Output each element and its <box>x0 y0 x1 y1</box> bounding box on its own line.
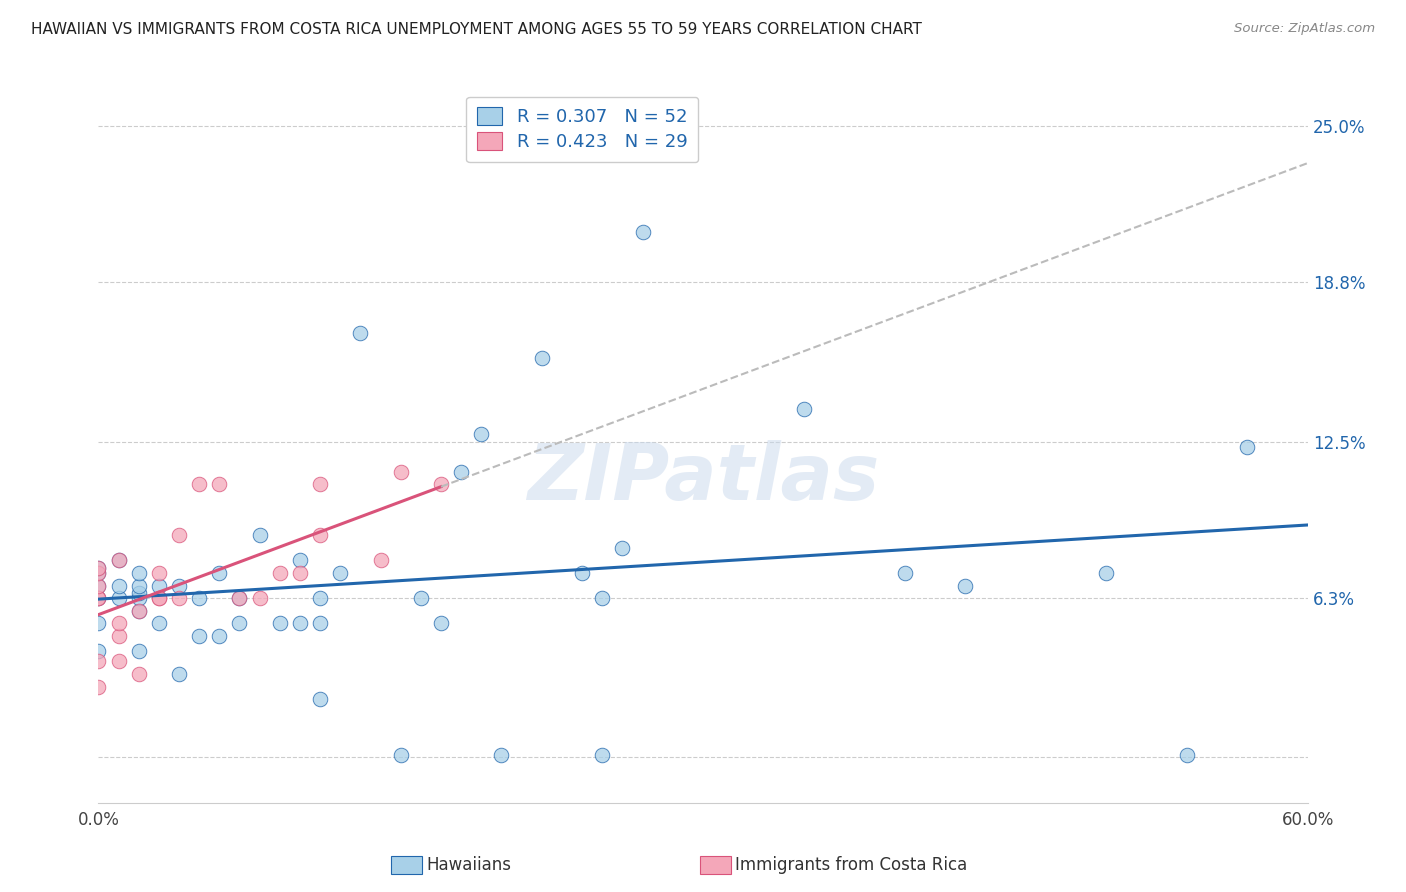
Point <box>128 586 150 600</box>
Point <box>249 528 271 542</box>
Point <box>148 616 170 631</box>
Point <box>208 477 231 491</box>
Point <box>470 427 492 442</box>
Point <box>148 566 170 580</box>
Point <box>430 616 453 631</box>
Point <box>87 566 110 580</box>
Point <box>87 578 110 592</box>
Point <box>228 591 250 606</box>
Point <box>128 578 150 592</box>
Legend: R = 0.307   N = 52, R = 0.423   N = 29: R = 0.307 N = 52, R = 0.423 N = 29 <box>465 96 699 162</box>
Point <box>87 616 110 631</box>
Point <box>1175 747 1198 762</box>
Point <box>188 477 211 491</box>
Point <box>87 561 110 575</box>
Point <box>167 667 190 681</box>
Point <box>228 616 250 631</box>
Point <box>309 616 332 631</box>
Point <box>591 591 613 606</box>
Point <box>349 326 371 340</box>
Point <box>893 566 915 580</box>
Point <box>87 591 110 606</box>
Point <box>128 604 150 618</box>
Point <box>409 591 432 606</box>
Point <box>167 591 190 606</box>
Point <box>87 561 110 575</box>
Point <box>128 604 150 618</box>
Point <box>128 644 150 658</box>
Point <box>530 351 553 366</box>
Point <box>128 591 150 606</box>
Point <box>288 553 311 567</box>
Text: ZIPatlas: ZIPatlas <box>527 440 879 516</box>
Point <box>309 591 332 606</box>
Point <box>87 644 110 658</box>
Point <box>1236 440 1258 454</box>
Point <box>148 591 170 606</box>
Point <box>491 747 513 762</box>
Point <box>793 401 815 416</box>
Point <box>107 553 129 567</box>
Point <box>87 680 110 694</box>
Point <box>188 591 211 606</box>
Point <box>87 591 110 606</box>
Point <box>370 553 392 567</box>
Point <box>571 566 593 580</box>
Point <box>87 578 110 592</box>
Point <box>631 225 654 239</box>
Point <box>228 591 250 606</box>
Point <box>953 578 976 592</box>
Point <box>288 616 311 631</box>
Point <box>208 566 231 580</box>
Point <box>148 578 170 592</box>
Point <box>128 667 150 681</box>
Point <box>612 541 634 555</box>
Point <box>107 629 129 643</box>
Point <box>87 654 110 668</box>
Point <box>249 591 271 606</box>
Point <box>87 566 110 580</box>
Point <box>389 747 412 762</box>
Point <box>167 578 190 592</box>
Point <box>269 566 291 580</box>
Point <box>107 553 129 567</box>
Text: HAWAIIAN VS IMMIGRANTS FROM COSTA RICA UNEMPLOYMENT AMONG AGES 55 TO 59 YEARS CO: HAWAIIAN VS IMMIGRANTS FROM COSTA RICA U… <box>31 22 922 37</box>
Point <box>309 692 332 706</box>
Point <box>450 465 472 479</box>
Point <box>167 528 190 542</box>
Point <box>309 477 332 491</box>
Point <box>309 528 332 542</box>
Text: Hawaiians: Hawaiians <box>426 856 510 874</box>
Text: Immigrants from Costa Rica: Immigrants from Costa Rica <box>735 856 967 874</box>
Point <box>128 566 150 580</box>
Point <box>87 591 110 606</box>
Point <box>148 591 170 606</box>
Point <box>288 566 311 580</box>
Point <box>329 566 352 580</box>
Point <box>269 616 291 631</box>
Point <box>107 654 129 668</box>
Point <box>389 465 412 479</box>
Point <box>188 629 211 643</box>
Point <box>208 629 231 643</box>
Text: Source: ZipAtlas.com: Source: ZipAtlas.com <box>1234 22 1375 36</box>
Point <box>107 616 129 631</box>
Point <box>107 578 129 592</box>
Point <box>107 591 129 606</box>
Point <box>430 477 453 491</box>
Point <box>1095 566 1118 580</box>
Point <box>591 747 613 762</box>
